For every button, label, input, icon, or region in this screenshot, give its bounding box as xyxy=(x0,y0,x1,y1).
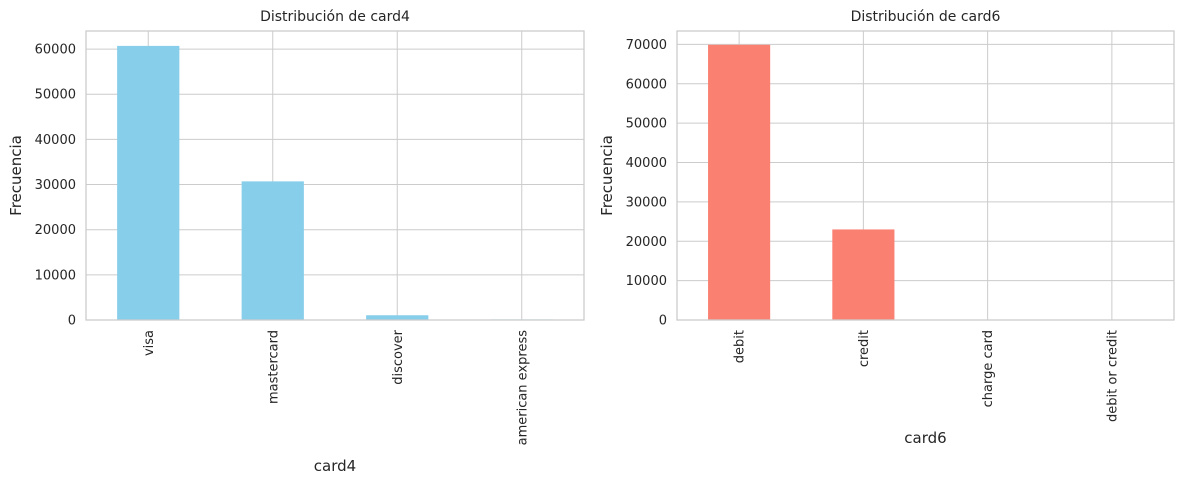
y-tick-label: 0 xyxy=(68,314,76,329)
y-tick-label: 10000 xyxy=(626,274,667,289)
x-tick-label: debit xyxy=(733,330,748,363)
bar-mastercard xyxy=(241,181,304,320)
chart-card4: 0 10000 20000 30000 40000 50000 60000 visa maste… xyxy=(7,9,585,475)
y-tick-label: 30000 xyxy=(35,178,76,193)
chart-card6: 0 10000 20000 30000 40000 50000 60000 70000 debi… xyxy=(598,9,1175,447)
y-tick-label: 70000 xyxy=(626,38,667,53)
plot-frame xyxy=(676,30,1175,321)
y-axis-label: Frecuencia xyxy=(7,135,25,216)
y-tick-label: 40000 xyxy=(626,156,667,171)
bar-visa xyxy=(117,45,180,321)
bar-credit xyxy=(832,229,895,320)
y-tick-label: 30000 xyxy=(626,195,667,210)
chart-title: Distribución de card6 xyxy=(851,9,1001,25)
x-tick-label: american express xyxy=(515,330,530,446)
y-tick-label: 60000 xyxy=(626,77,667,92)
y-tick-label: 40000 xyxy=(35,133,76,148)
plot-frame xyxy=(85,30,585,321)
y-tick-label: 0 xyxy=(659,314,667,329)
y-tick-label: 20000 xyxy=(35,223,76,238)
y-tick-label: 60000 xyxy=(35,43,76,58)
y-tick-label: 20000 xyxy=(626,235,667,250)
x-tick-label: debit or credit xyxy=(1105,330,1120,422)
x-tick-label: charge card xyxy=(981,330,996,407)
x-tick-label: visa xyxy=(142,330,157,356)
x-axis-label: card6 xyxy=(904,429,946,447)
y-tick-label: 50000 xyxy=(35,88,76,103)
chart-title: Distribución de card4 xyxy=(260,9,410,25)
x-axis-label: card4 xyxy=(314,457,356,475)
y-axis-label: Frecuencia xyxy=(598,135,616,216)
y-tick-label: 10000 xyxy=(35,268,76,283)
y-tick-label: 50000 xyxy=(626,117,667,132)
bar-discover xyxy=(366,315,429,320)
x-tick-label: discover xyxy=(391,329,406,384)
x-tick-label: mastercard xyxy=(266,330,281,404)
bar-debit xyxy=(708,44,771,321)
x-tick-label: credit xyxy=(857,330,872,367)
